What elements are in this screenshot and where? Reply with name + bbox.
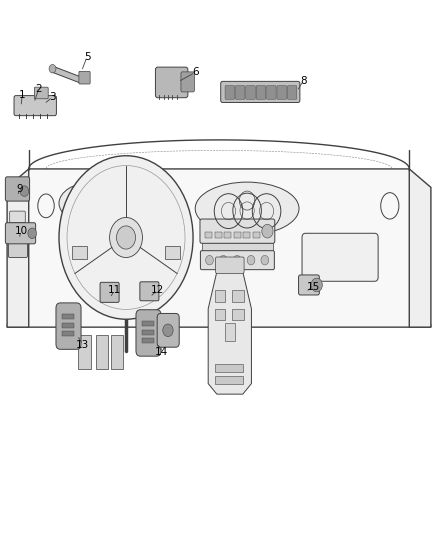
FancyBboxPatch shape — [215, 257, 244, 273]
Text: 8: 8 — [300, 76, 307, 86]
FancyBboxPatch shape — [267, 86, 276, 99]
Bar — [243, 232, 250, 238]
FancyBboxPatch shape — [246, 86, 255, 99]
FancyBboxPatch shape — [277, 86, 286, 99]
Bar — [215, 309, 226, 320]
Ellipse shape — [195, 182, 299, 235]
FancyBboxPatch shape — [287, 86, 297, 99]
Bar — [142, 321, 154, 326]
FancyBboxPatch shape — [10, 211, 25, 223]
Bar — [63, 323, 74, 328]
Circle shape — [163, 324, 173, 337]
Circle shape — [261, 255, 269, 265]
Ellipse shape — [59, 182, 128, 224]
Text: 13: 13 — [76, 340, 89, 350]
Circle shape — [205, 255, 213, 265]
Bar — [96, 335, 108, 369]
Bar — [202, 243, 273, 251]
Polygon shape — [51, 66, 83, 84]
FancyBboxPatch shape — [100, 282, 119, 302]
Bar — [215, 364, 243, 372]
Bar — [78, 335, 91, 369]
FancyBboxPatch shape — [155, 67, 188, 98]
Circle shape — [110, 217, 142, 257]
FancyBboxPatch shape — [79, 71, 90, 84]
FancyBboxPatch shape — [56, 303, 81, 349]
Circle shape — [49, 64, 56, 73]
Text: 11: 11 — [108, 285, 121, 295]
FancyBboxPatch shape — [181, 72, 194, 92]
FancyBboxPatch shape — [5, 177, 30, 201]
Circle shape — [311, 278, 322, 292]
Bar — [232, 290, 244, 302]
Circle shape — [247, 255, 255, 265]
FancyBboxPatch shape — [14, 95, 57, 116]
FancyBboxPatch shape — [136, 310, 161, 356]
Circle shape — [59, 156, 193, 319]
FancyBboxPatch shape — [5, 223, 35, 244]
Bar — [205, 232, 212, 238]
Bar — [224, 232, 231, 238]
Text: 1: 1 — [19, 90, 25, 100]
Circle shape — [20, 186, 29, 196]
FancyBboxPatch shape — [200, 219, 275, 243]
Circle shape — [262, 224, 273, 238]
Bar — [215, 290, 226, 302]
FancyBboxPatch shape — [225, 86, 235, 99]
Circle shape — [28, 228, 36, 239]
FancyBboxPatch shape — [221, 82, 300, 102]
FancyBboxPatch shape — [34, 87, 48, 99]
FancyBboxPatch shape — [302, 233, 378, 281]
Bar — [234, 232, 240, 238]
Bar — [253, 232, 260, 238]
FancyBboxPatch shape — [10, 224, 25, 236]
Bar — [225, 323, 235, 342]
Text: 15: 15 — [307, 281, 320, 292]
Polygon shape — [7, 169, 29, 327]
FancyBboxPatch shape — [256, 86, 266, 99]
Text: 3: 3 — [49, 92, 56, 102]
Text: 6: 6 — [192, 67, 198, 77]
Polygon shape — [7, 169, 431, 327]
Bar — [63, 314, 74, 319]
Text: 2: 2 — [35, 84, 42, 94]
Circle shape — [233, 255, 241, 265]
Text: 5: 5 — [84, 52, 90, 62]
Bar — [215, 232, 222, 238]
Bar — [165, 246, 180, 259]
Bar — [142, 338, 154, 343]
FancyBboxPatch shape — [201, 251, 274, 270]
Text: 14: 14 — [155, 347, 169, 357]
Bar — [72, 246, 87, 259]
Bar — [142, 330, 154, 335]
Circle shape — [219, 255, 227, 265]
Text: 12: 12 — [151, 285, 164, 295]
FancyBboxPatch shape — [299, 275, 319, 295]
Bar — [63, 331, 74, 336]
FancyBboxPatch shape — [140, 282, 159, 301]
Text: 9: 9 — [16, 184, 22, 194]
FancyBboxPatch shape — [236, 86, 245, 99]
Polygon shape — [208, 272, 251, 394]
Bar — [215, 376, 243, 384]
Polygon shape — [409, 169, 431, 327]
Bar — [232, 309, 244, 320]
FancyBboxPatch shape — [8, 239, 28, 257]
Circle shape — [117, 226, 135, 249]
Bar — [111, 335, 123, 369]
FancyBboxPatch shape — [157, 313, 179, 347]
Text: 10: 10 — [14, 225, 28, 236]
